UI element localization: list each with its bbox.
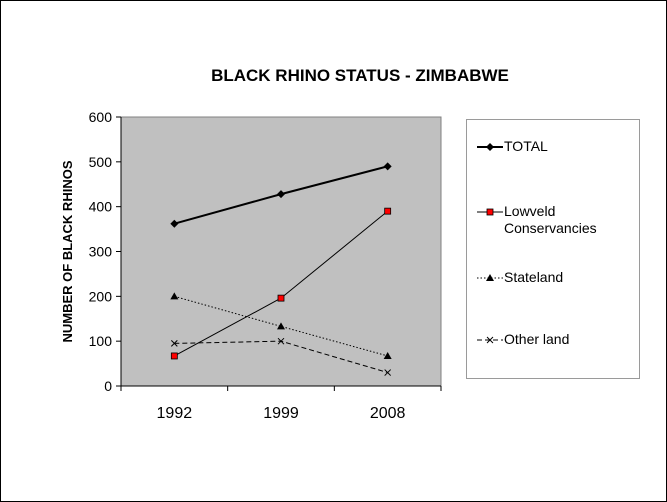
legend-marker-x-icon [477,336,503,344]
data-point-s0-0 [170,219,179,228]
y-axis-title: NUMBER OF BLACK RHINOS [60,160,75,342]
legend-marker-diamond-icon [477,143,503,151]
data-point-s1-1 [277,294,285,302]
x-tick-label: 1992 [157,405,193,422]
legend-item-lowveld: Lowveld Conservancies [477,203,624,237]
legend-label-other-land: Other land [504,331,570,347]
legend-marker-square-icon [477,208,503,216]
y-tick-label: 300 [89,244,113,260]
legend-marker-triangle-icon [477,274,503,281]
data-point-s2-0 [170,292,179,300]
y-tick-label: 400 [89,199,113,215]
legend-item-stateland: Stateland [477,269,563,286]
y-tick-label: 200 [89,288,113,304]
data-point-s0-1 [277,190,285,199]
legend-item-total: TOTAL [477,138,548,155]
legend: TOTAL Lowveld Conservancies Stateland Ot… [466,119,640,379]
y-tick-label: 0 [104,378,112,394]
plot-area [120,116,442,387]
chart-title: BLACK RHINO STATUS - ZIMBABWE [211,66,509,85]
data-point-s0-2 [383,162,392,171]
y-tick-label: 100 [89,333,113,349]
legend-label-stateland: Stateland [504,269,564,285]
legend-item-other-land: Other land [477,331,569,348]
x-tick-label: 1999 [263,405,299,422]
y-tick-label: 500 [89,154,113,170]
data-point-s2-2 [383,351,392,359]
data-point-s3-2 [384,369,392,376]
data-point-s1-2 [384,207,392,215]
x-tick-label: 2008 [370,405,406,422]
data-point-s3-0 [170,340,178,347]
data-point-s2-1 [277,322,285,330]
legend-label-total: TOTAL [504,138,548,154]
data-point-s3-1 [277,337,285,345]
y-tick-label: 600 [89,109,113,125]
legend-label-lowveld: Lowveld Conservancies [504,203,597,236]
data-point-s1-0 [170,352,178,360]
